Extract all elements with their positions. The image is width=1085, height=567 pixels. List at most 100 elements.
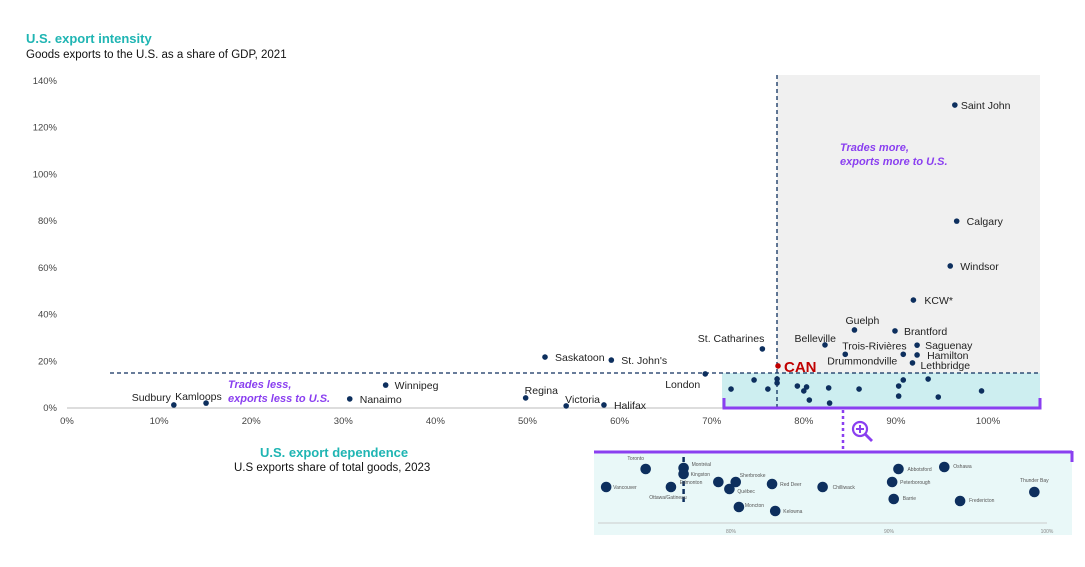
inset-point-label: Sherbrooke — [740, 473, 766, 479]
inset-data-point[interactable] — [886, 476, 898, 488]
inset-data-point[interactable] — [724, 483, 735, 495]
data-point[interactable] — [856, 386, 862, 392]
data-point[interactable] — [751, 377, 757, 383]
point-label: St. Catharines — [698, 333, 765, 345]
point-label: Nanaimo — [360, 394, 402, 406]
point-label: Hamilton — [927, 350, 969, 362]
data-point[interactable] — [806, 397, 813, 403]
data-point[interactable] — [171, 402, 177, 408]
data-point[interactable] — [825, 385, 832, 391]
y-tick-label: 120% — [33, 123, 58, 134]
data-point[interactable] — [909, 360, 916, 366]
data-point[interactable] — [900, 377, 907, 383]
data-point[interactable] — [542, 354, 548, 360]
y-tick-label: 140% — [33, 76, 58, 87]
y-tick-label: 20% — [38, 356, 58, 367]
chart-title: U.S. export intensity — [26, 31, 152, 46]
x-tick-label: 10% — [150, 416, 170, 427]
data-point[interactable] — [794, 383, 801, 389]
inset-point-label: Toronto — [627, 456, 644, 462]
x-tick-label: 20% — [242, 416, 262, 427]
data-point[interactable] — [759, 346, 766, 352]
axes: 0% 10% 20% 30% 40% 50% 60% 70% 80% 90% 100% 0% 20% 40… — [33, 76, 1040, 427]
data-point[interactable] — [914, 342, 920, 348]
point-label: Halifax — [614, 400, 647, 412]
inset-data-point[interactable] — [1029, 486, 1040, 498]
point-label: Belleville — [795, 333, 837, 345]
x-axis-subtitle: U.S exports share of total goods, 2023 — [234, 462, 430, 474]
inset-data-point[interactable] — [888, 493, 900, 505]
inset-data-point[interactable] — [954, 495, 966, 507]
x-tick-label: 70% — [702, 416, 722, 427]
inset-point-label: Kelowna — [783, 509, 802, 515]
data-point[interactable] — [601, 402, 607, 408]
annotation-upper-1: Trades more, — [840, 142, 909, 154]
point-label: Guelph — [845, 315, 879, 327]
inset-data-point[interactable] — [600, 481, 612, 493]
upper-region — [777, 75, 1040, 373]
data-point[interactable] — [382, 382, 389, 388]
x-tick-label: 0% — [60, 416, 74, 427]
data-point[interactable] — [978, 388, 985, 394]
inset-data-point[interactable] — [665, 481, 677, 493]
magnifier-plus-icon[interactable] — [851, 420, 873, 442]
data-point[interactable] — [203, 400, 209, 406]
inset-point-label: Oshawa — [953, 464, 972, 470]
point-label: Saskatoon — [555, 352, 605, 364]
inset-data-point[interactable] — [730, 476, 742, 488]
data-point[interactable] — [775, 363, 781, 369]
data-point[interactable] — [895, 383, 902, 389]
data-point[interactable] — [935, 394, 942, 400]
inset-data-point[interactable] — [713, 476, 724, 488]
data-point[interactable] — [608, 357, 615, 363]
data-point[interactable] — [774, 376, 780, 382]
data-point[interactable] — [774, 380, 780, 386]
point-label: Windsor — [960, 261, 999, 273]
inset-point-label: Québec — [737, 489, 755, 495]
inset-data-point[interactable] — [766, 478, 778, 490]
data-point[interactable] — [728, 386, 734, 392]
point-label: London — [665, 379, 700, 391]
data-point[interactable] — [892, 328, 898, 334]
inset-data-point[interactable] — [678, 468, 689, 480]
data-point[interactable] — [914, 352, 920, 358]
inset-point-label: Vancouver — [613, 485, 637, 491]
data-point[interactable] — [765, 386, 771, 392]
data-point[interactable] — [953, 218, 960, 224]
data-point[interactable] — [925, 376, 931, 382]
data-point[interactable] — [346, 396, 353, 402]
data-point[interactable] — [803, 384, 810, 390]
inset-point-label: Fredericton — [969, 498, 995, 504]
data-point[interactable] — [952, 102, 958, 108]
data-point[interactable] — [910, 297, 917, 303]
inset-data-point[interactable] — [939, 461, 950, 473]
point-label: Calgary — [967, 216, 1004, 228]
data-point[interactable] — [895, 393, 902, 399]
inset-point-label: Abbotsford — [907, 467, 931, 473]
data-point[interactable] — [947, 263, 954, 269]
x-axis-title: U.S. export dependence — [260, 445, 408, 460]
data-point[interactable] — [851, 327, 858, 333]
data-point[interactable] — [826, 400, 833, 406]
data-point[interactable] — [801, 388, 807, 394]
inset-point-label: Thunder Bay — [1020, 478, 1049, 484]
data-point[interactable] — [702, 371, 709, 377]
data-point[interactable] — [900, 351, 907, 358]
points: Saint John Calgary Windsor KCW* Guelph Brantf… — [132, 100, 1011, 412]
data-point[interactable] — [822, 342, 828, 348]
y-tick-label: 100% — [33, 169, 58, 180]
inset-data-point[interactable] — [733, 501, 745, 513]
inset-data-point[interactable] — [817, 481, 828, 493]
inset-data-point[interactable] — [640, 463, 651, 475]
inset-point-label: Edmonton — [680, 480, 703, 486]
inset-tick-label: 90% — [884, 529, 895, 535]
x-tick-label: 90% — [886, 416, 906, 427]
data-point[interactable] — [842, 351, 849, 358]
inset-tick-label: 100% — [1041, 529, 1054, 535]
inset-point-label: Moncton — [745, 503, 764, 509]
data-point[interactable] — [522, 395, 529, 401]
inset-data-point[interactable] — [893, 463, 904, 475]
inset-data-point[interactable] — [769, 505, 781, 517]
data-point[interactable] — [563, 403, 569, 409]
